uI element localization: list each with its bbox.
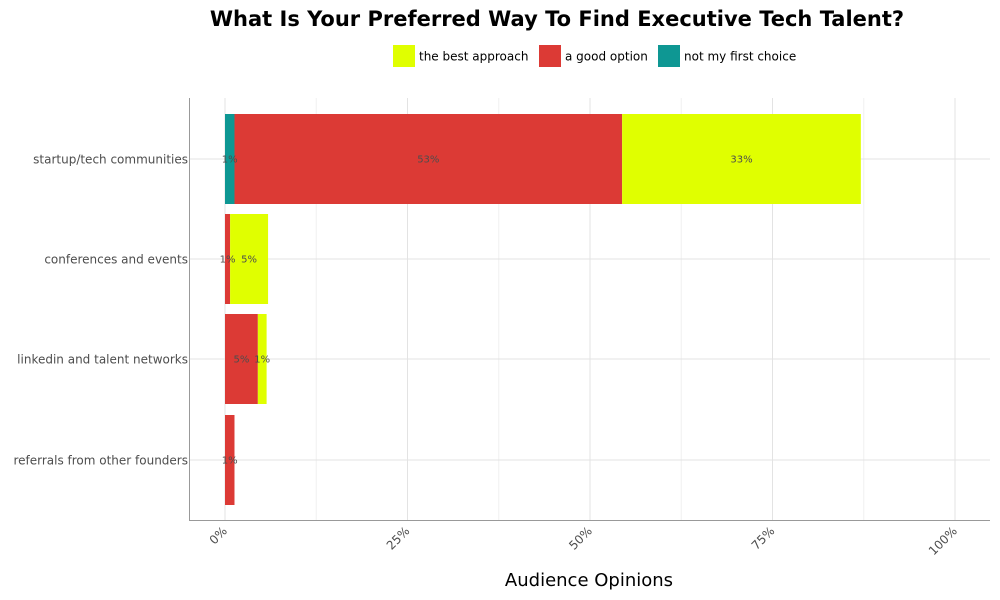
category-label: referrals from other founders bbox=[13, 454, 188, 468]
bar-data-label: 33% bbox=[730, 155, 752, 166]
legend-label: the best approach bbox=[419, 50, 528, 64]
x-tick-label: 100% bbox=[926, 524, 960, 558]
bar-data-label: 53% bbox=[417, 155, 439, 166]
x-tick-label: 75% bbox=[749, 524, 778, 553]
legend-swatch bbox=[539, 45, 561, 67]
legend-swatch bbox=[393, 45, 415, 67]
x-tick-label: 25% bbox=[384, 524, 413, 553]
bar-segment bbox=[225, 114, 235, 204]
x-tick-labels: 0% 25% 50% 75% 100% bbox=[207, 524, 960, 558]
bar-labels: 1% 53% 33% 1% 5% 5% 1% 1% bbox=[220, 155, 753, 467]
bar-data-label: 1% bbox=[220, 255, 236, 266]
bar-data-label: 5% bbox=[241, 255, 257, 266]
bar-data-label: 5% bbox=[233, 355, 249, 366]
bar-segment bbox=[225, 415, 235, 505]
bar-segment bbox=[225, 314, 258, 404]
bar-data-label: 1% bbox=[222, 456, 238, 467]
bar-segment bbox=[234, 114, 623, 204]
bar-data-label: 1% bbox=[222, 155, 238, 166]
bar-data-label: 1% bbox=[254, 355, 270, 366]
legend-label: a good option bbox=[565, 50, 648, 64]
bar-segment bbox=[225, 214, 231, 304]
x-axis-title: Audience Opinions bbox=[505, 570, 673, 591]
category-label: conferences and events bbox=[44, 253, 188, 267]
legend-swatch bbox=[658, 45, 680, 67]
bar-segment bbox=[257, 314, 267, 404]
bars bbox=[225, 114, 861, 505]
category-label: linkedin and talent networks bbox=[17, 353, 188, 367]
legend-label: not my first choice bbox=[684, 50, 796, 64]
category-label: startup/tech communities bbox=[33, 153, 188, 167]
x-tick-label: 0% bbox=[207, 524, 230, 547]
category-labels: startup/tech communities conferences and … bbox=[13, 153, 188, 468]
bar-segment bbox=[230, 214, 269, 304]
chart-title: What Is Your Preferred Way To Find Execu… bbox=[210, 7, 904, 31]
legend: the best approach a good option not my fir… bbox=[393, 45, 796, 67]
bar-segment bbox=[622, 114, 861, 204]
x-tick-label: 50% bbox=[566, 524, 595, 553]
